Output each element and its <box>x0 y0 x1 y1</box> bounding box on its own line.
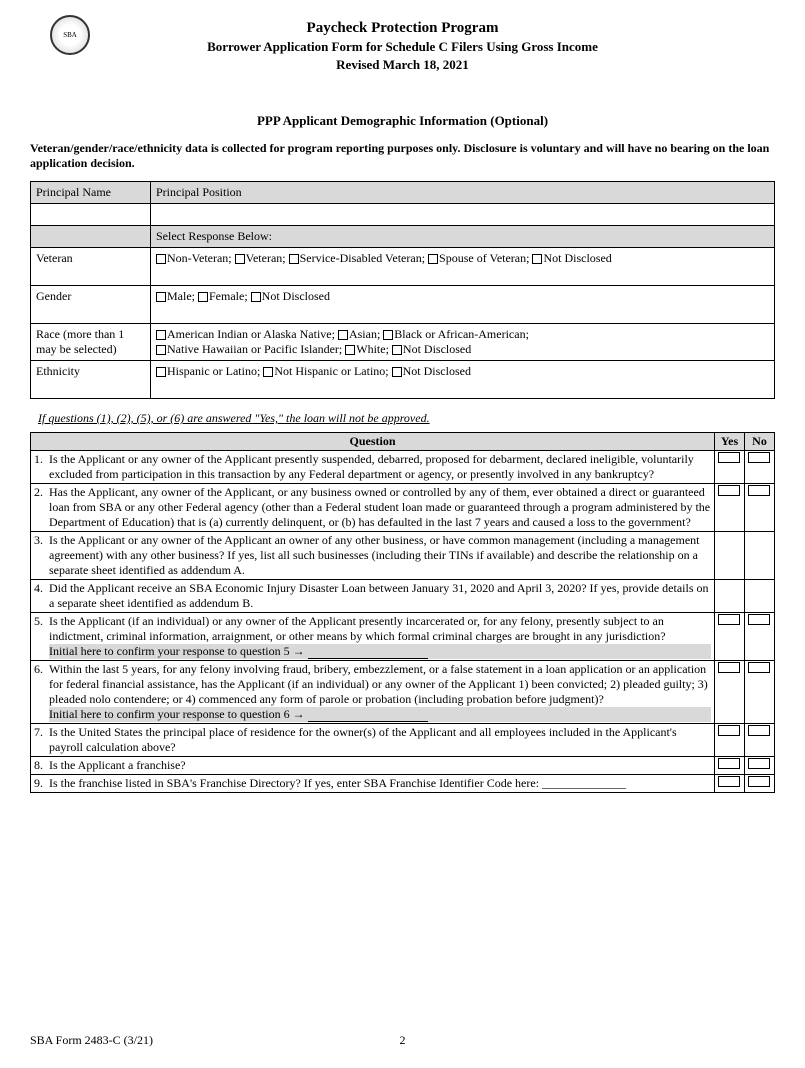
checkbox[interactable] <box>198 292 208 302</box>
checkbox[interactable] <box>156 367 166 377</box>
question-text: Is the Applicant a franchise? <box>46 757 715 775</box>
no-header: No <box>745 433 775 451</box>
yes-cell[interactable] <box>715 580 745 613</box>
question-text: Is the Applicant or any owner of the App… <box>46 532 715 580</box>
question-number: 2. <box>31 484 47 532</box>
gender-label: Gender <box>31 286 151 324</box>
revised-date: Revised March 18, 2021 <box>30 57 775 73</box>
form-subtitle: Borrower Application Form for Schedule C… <box>30 39 775 55</box>
veteran-label: Veteran <box>31 248 151 286</box>
question-text: Did the Applicant receive an SBA Economi… <box>46 580 715 613</box>
question-number: 4. <box>31 580 47 613</box>
yes-cell[interactable] <box>715 532 745 580</box>
checkbox[interactable] <box>251 292 261 302</box>
no-cell[interactable] <box>745 532 775 580</box>
question-text: Is the Applicant (if an individual) or a… <box>46 613 715 661</box>
checkbox[interactable] <box>428 254 438 264</box>
checkbox[interactable] <box>289 254 299 264</box>
race-label: Race (more than 1 may be selected) <box>31 324 151 361</box>
question-number: 5. <box>31 613 47 661</box>
questions-table: Question Yes No 1.Is the Applicant or an… <box>30 432 775 793</box>
ethnicity-options: Hispanic or Latino; Not Hispanic or Lati… <box>151 361 775 399</box>
yes-cell[interactable] <box>715 484 745 532</box>
yes-cell[interactable] <box>715 613 745 661</box>
approval-note: If questions (1), (2), (5), or (6) are a… <box>38 411 775 426</box>
question-number: 7. <box>31 724 47 757</box>
no-cell[interactable] <box>745 613 775 661</box>
yes-header: Yes <box>715 433 745 451</box>
checkbox[interactable] <box>345 345 355 355</box>
yes-cell[interactable] <box>715 757 745 775</box>
no-cell[interactable] <box>745 661 775 724</box>
race-options: American Indian or Alaska Native; Asian;… <box>151 324 775 361</box>
checkbox[interactable] <box>338 330 348 340</box>
question-header: Question <box>31 433 715 451</box>
checkbox[interactable] <box>156 292 166 302</box>
sba-logo: SBA <box>50 15 90 55</box>
yes-cell[interactable] <box>715 451 745 484</box>
demographic-table: Principal Name Principal Position Select… <box>30 181 775 399</box>
question-number: 6. <box>31 661 47 724</box>
checkbox[interactable] <box>156 330 166 340</box>
document-header: SBA Paycheck Protection Program Borrower… <box>30 20 775 73</box>
program-title: Paycheck Protection Program <box>30 20 775 37</box>
no-cell[interactable] <box>745 775 775 793</box>
no-cell[interactable] <box>745 757 775 775</box>
question-number: 8. <box>31 757 47 775</box>
checkbox[interactable] <box>392 345 402 355</box>
principal-position-header: Principal Position <box>151 182 775 204</box>
gender-options: Male; Female; Not Disclosed <box>151 286 775 324</box>
form-id: SBA Form 2483-C (3/21) <box>30 1033 153 1048</box>
question-text: Within the last 5 years, for any felony … <box>46 661 715 724</box>
initial-line[interactable]: Initial here to confirm your response to… <box>49 707 711 722</box>
principal-name-header: Principal Name <box>31 182 151 204</box>
checkbox[interactable] <box>235 254 245 264</box>
checkbox[interactable] <box>532 254 542 264</box>
question-text: Is the franchise listed in SBA's Franchi… <box>46 775 715 793</box>
veteran-options: Non-Veteran; Veteran; Service-Disabled V… <box>151 248 775 286</box>
initial-line[interactable]: Initial here to confirm your response to… <box>49 644 711 659</box>
intro-text: Veteran/gender/race/ethnicity data is co… <box>30 141 775 171</box>
no-cell[interactable] <box>745 451 775 484</box>
question-number: 3. <box>31 532 47 580</box>
checkbox[interactable] <box>156 254 166 264</box>
yes-cell[interactable] <box>715 724 745 757</box>
principal-name-input[interactable] <box>31 204 151 226</box>
checkbox[interactable] <box>392 367 402 377</box>
checkbox[interactable] <box>383 330 393 340</box>
question-text: Is the United States the principal place… <box>46 724 715 757</box>
ethnicity-label: Ethnicity <box>31 361 151 399</box>
select-response-label: Select Response Below: <box>151 226 775 248</box>
question-text: Is the Applicant or any owner of the App… <box>46 451 715 484</box>
question-text: Has the Applicant, any owner of the Appl… <box>46 484 715 532</box>
no-cell[interactable] <box>745 484 775 532</box>
footer: 2 SBA Form 2483-C (3/21) <box>30 1033 775 1048</box>
principal-position-input[interactable] <box>151 204 775 226</box>
question-number: 1. <box>31 451 47 484</box>
question-number: 9. <box>31 775 47 793</box>
checkbox[interactable] <box>156 345 166 355</box>
empty-cell <box>31 226 151 248</box>
yes-cell[interactable] <box>715 661 745 724</box>
no-cell[interactable] <box>745 724 775 757</box>
no-cell[interactable] <box>745 580 775 613</box>
yes-cell[interactable] <box>715 775 745 793</box>
checkbox[interactable] <box>263 367 273 377</box>
section-title: PPP Applicant Demographic Information (O… <box>30 113 775 129</box>
